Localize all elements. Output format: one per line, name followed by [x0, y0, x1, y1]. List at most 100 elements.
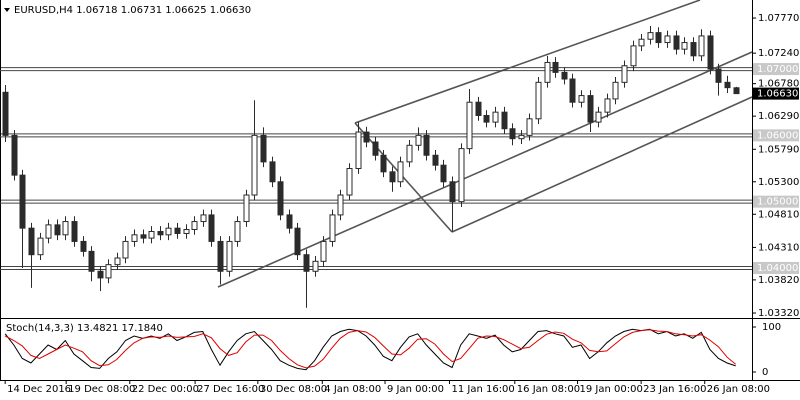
- candle-body: [578, 95, 585, 103]
- candle-body: [260, 134, 267, 163]
- current-price-label: 1.06630: [757, 89, 798, 100]
- candle-body: [80, 240, 87, 252]
- candle-body: [681, 42, 688, 50]
- pitchfork-upper: [354, 0, 701, 124]
- candle-body: [303, 254, 310, 272]
- y-tick-label: 1.07240: [758, 48, 799, 59]
- x-tick-label: 23 Jan 16:00: [643, 384, 706, 395]
- y-tick-label: 1.07770: [758, 13, 799, 24]
- x-tick-label: 27 Dec 16:00: [197, 384, 264, 395]
- candle-body: [647, 32, 654, 40]
- candle-body: [483, 114, 490, 123]
- candle-body: [707, 35, 714, 70]
- candle-body: [458, 148, 465, 203]
- y-tick-label: 1.05300: [758, 177, 799, 188]
- candle-body: [157, 230, 164, 236]
- candle-body: [320, 240, 327, 262]
- x-tick-label: 11 Jan 16:00: [451, 384, 514, 395]
- y-tick-label: 1.04810: [758, 209, 799, 220]
- chart-title: EURUSD,H4 1.06718 1.06731 1.06625 1.0663…: [14, 5, 251, 16]
- candle-body: [251, 134, 258, 196]
- candle-body: [114, 257, 121, 266]
- candle-body: [337, 194, 344, 216]
- candle-body: [449, 181, 456, 203]
- candle-body: [552, 61, 559, 73]
- x-tick-label: 22 Dec 00:00: [132, 384, 199, 395]
- candle-body: [217, 240, 224, 272]
- candle-body: [389, 171, 396, 183]
- y2-tick-label: 0: [762, 367, 768, 378]
- candle-body: [234, 221, 241, 242]
- candle-body: [475, 101, 482, 116]
- y-tick-label: 1.04310: [758, 242, 799, 253]
- candle-body: [11, 134, 18, 176]
- candle-body: [71, 221, 78, 242]
- y-tick-label: 1.05790: [758, 144, 799, 155]
- level-label: 1.06000: [757, 130, 798, 141]
- x-tick-label: 19 Jan 00:00: [580, 384, 643, 395]
- level-label-box: [753, 129, 799, 142]
- candle-body: [715, 68, 722, 83]
- level-label-box: [753, 63, 799, 76]
- y-tick-label: 1.03320: [758, 308, 799, 319]
- y-tick-label: 1.03820: [758, 275, 799, 286]
- level-label: 1.05000: [757, 197, 798, 208]
- current-price-box: [753, 87, 799, 100]
- candle-body: [105, 264, 112, 279]
- candle-body: [509, 128, 516, 140]
- title-arrow: [4, 8, 10, 12]
- candle-body: [415, 134, 422, 146]
- candle-body: [492, 111, 499, 123]
- candle-body: [191, 221, 198, 231]
- pitchfork-lower: [451, 96, 753, 233]
- candle-body: [595, 111, 602, 123]
- candle-body: [28, 227, 35, 256]
- candle-body: [88, 250, 95, 272]
- candle-body: [535, 81, 542, 120]
- x-tick-label: 4 Jan 08:00: [324, 384, 381, 395]
- candle-body: [97, 270, 104, 279]
- level-label-box: [753, 261, 799, 274]
- candle-body: [62, 221, 69, 236]
- candle-body: [501, 111, 508, 130]
- candle-body: [312, 260, 319, 272]
- candle-body: [380, 154, 387, 173]
- candle-body: [183, 229, 190, 234]
- candle-body: [174, 227, 181, 234]
- y-tick-label: 1.06780: [758, 79, 799, 90]
- candle-body: [277, 181, 284, 216]
- candle-body: [45, 224, 52, 239]
- candle-body: [363, 131, 370, 143]
- candle-body: [54, 224, 61, 236]
- candle-body: [440, 164, 447, 183]
- candle-body: [544, 61, 551, 83]
- candle-body: [346, 168, 353, 196]
- candle-body: [655, 32, 662, 44]
- candle-body: [131, 234, 138, 242]
- level-label: 1.04000: [757, 263, 798, 274]
- candle-body: [329, 214, 336, 242]
- candle-body: [432, 154, 439, 166]
- y-tick-label: 1.06290: [758, 111, 799, 122]
- candle-body: [2, 91, 9, 136]
- candle-body: [569, 78, 576, 103]
- candle-body: [423, 134, 430, 156]
- candle-body: [397, 161, 404, 183]
- candle-body: [372, 141, 379, 156]
- candle-body: [612, 81, 619, 100]
- candle-body: [621, 65, 628, 83]
- candle-body: [269, 161, 276, 183]
- x-tick-label: 14 Dec 2016: [7, 384, 71, 395]
- candle-body: [148, 230, 155, 239]
- channel-lines: [217, 0, 753, 288]
- stochastic-line: [4, 329, 737, 369]
- candle-body: [561, 71, 568, 80]
- x-tick-label: 19 Dec 08:00: [68, 384, 135, 395]
- candle-body: [466, 101, 473, 150]
- candle-body: [140, 234, 147, 239]
- candle-body: [604, 98, 611, 113]
- candle-body: [518, 134, 525, 140]
- candle-body: [122, 240, 129, 259]
- candle-body: [690, 42, 697, 57]
